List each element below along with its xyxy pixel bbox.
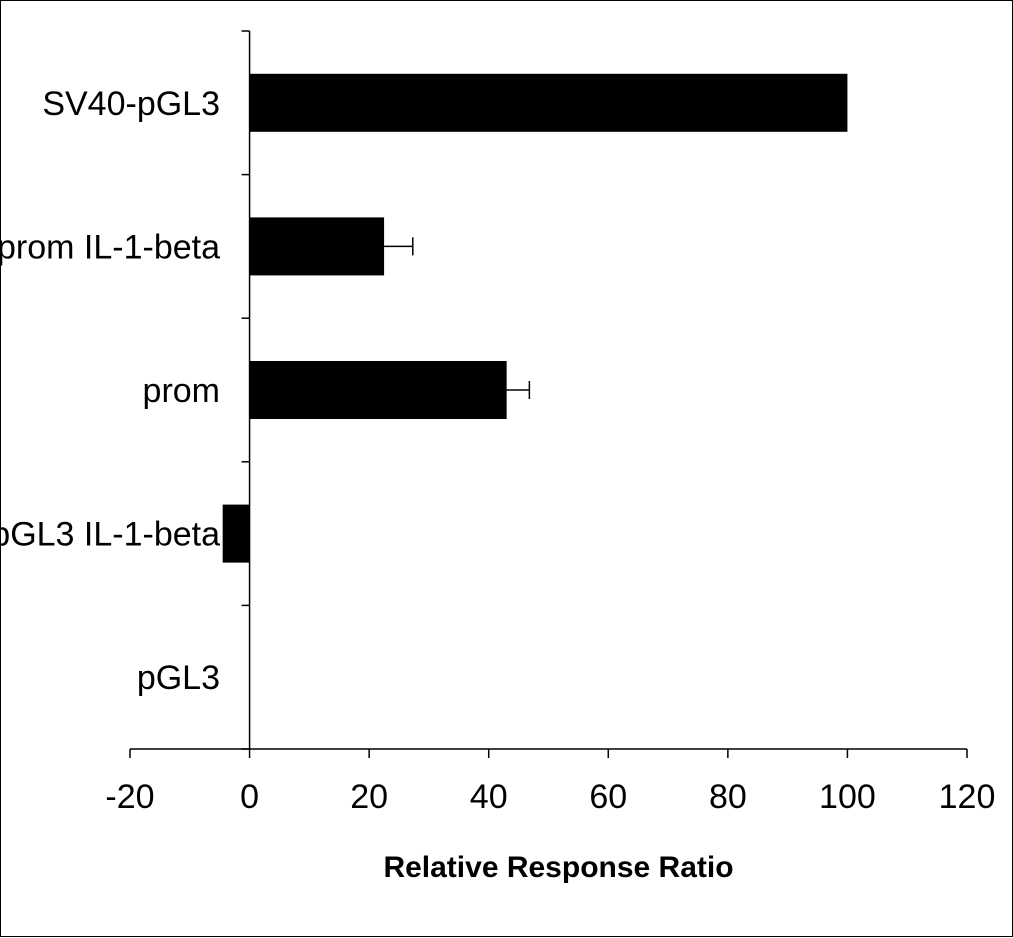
- category-labels-layer: SV40-pGL3 prom IL-1-beta prom pGL3 IL-1-bet…: [1, 85, 220, 697]
- category-label: prom IL-1-beta: [1, 228, 220, 266]
- x-tick-label: 80: [709, 778, 747, 816]
- bars-layer: [223, 74, 848, 563]
- x-ticks-layer: -20 0 20 40 60 80 100 120: [105, 749, 995, 816]
- bar: [250, 361, 507, 419]
- x-tick-label: 60: [589, 778, 627, 816]
- y-ticks-layer: [242, 31, 250, 749]
- x-tick-label: 40: [470, 778, 508, 816]
- x-tick-label: 0: [240, 778, 259, 816]
- category-label: pGL3: [137, 659, 220, 697]
- bar: [250, 217, 385, 275]
- x-tick-label: 100: [819, 778, 876, 816]
- bar: [250, 74, 848, 132]
- x-tick-label: -20: [105, 778, 154, 816]
- category-label: SV40-pGL3: [42, 85, 220, 123]
- category-label: prom: [143, 372, 220, 410]
- x-axis-title: Relative Response Ratio: [383, 851, 733, 884]
- x-tick-label: 120: [939, 778, 996, 816]
- category-label: pGL3 IL-1-beta: [1, 516, 220, 554]
- x-tick-label: 20: [350, 778, 388, 816]
- bar: [223, 505, 250, 563]
